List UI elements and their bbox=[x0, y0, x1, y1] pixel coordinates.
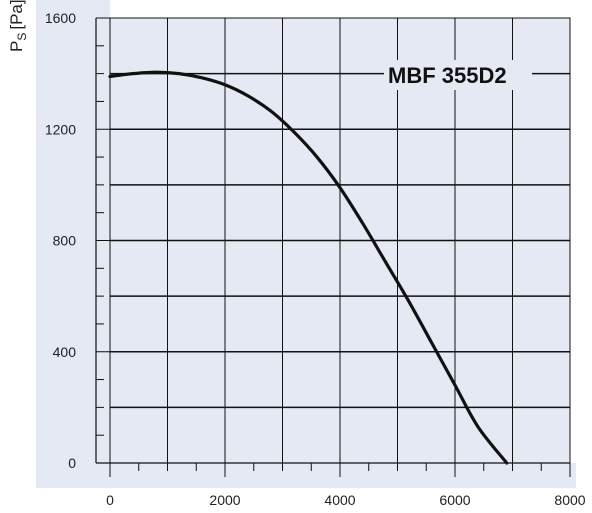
axis-band-left bbox=[36, 0, 110, 488]
y-tick-label: 0 bbox=[68, 455, 76, 471]
y-axis-label-subscript: S bbox=[15, 33, 29, 41]
x-axis-ticks: 0 2000 4000 6000 8000 bbox=[106, 463, 586, 508]
annotation-background bbox=[384, 60, 532, 90]
y-axis-ticks: 0 400 800 1200 1600 bbox=[45, 10, 110, 471]
axis-band-bottom bbox=[36, 463, 576, 488]
y-axis-label: PS [Pa] bbox=[7, 0, 29, 52]
y-axis-label-unit: [Pa] bbox=[7, 0, 26, 30]
y-tick-label: 400 bbox=[53, 344, 77, 360]
series-line bbox=[108, 70, 509, 465]
x-tick-label: 6000 bbox=[439, 492, 470, 508]
y-axis-label-main: P bbox=[7, 41, 26, 52]
x-tick-label: 4000 bbox=[324, 492, 355, 508]
x-tick-label: 8000 bbox=[554, 492, 585, 508]
svg-text:PS[Pa]: PS [Pa] bbox=[7, 0, 29, 52]
y-tick-label: 1200 bbox=[45, 121, 76, 137]
x-tick-label: 0 bbox=[106, 492, 114, 508]
x-tick-label: 2000 bbox=[209, 492, 240, 508]
y-tick-label: 800 bbox=[53, 233, 77, 249]
series-annotation: MBF 355D2 bbox=[388, 63, 507, 88]
y-tick-label: 1600 bbox=[45, 10, 76, 26]
